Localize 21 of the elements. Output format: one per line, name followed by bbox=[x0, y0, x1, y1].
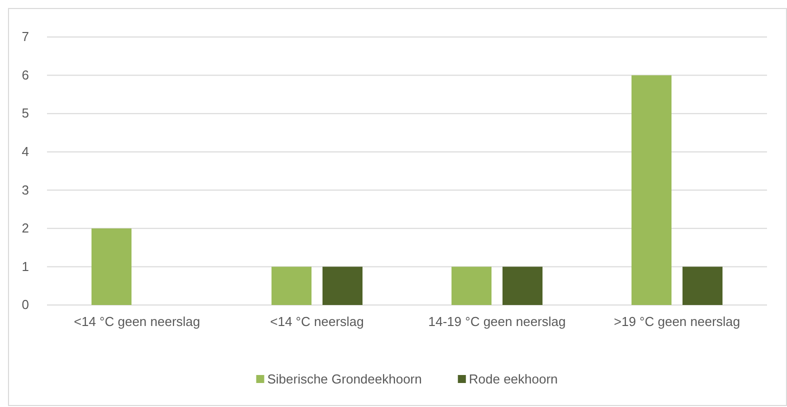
y-tick-label: 7 bbox=[22, 29, 29, 44]
x-tick-label: <14 °C geen neerslag bbox=[74, 314, 200, 330]
y-tick-label: 6 bbox=[22, 67, 29, 82]
y-tick-label: 3 bbox=[22, 182, 29, 198]
x-tick-label: <14 °C neerslag bbox=[270, 314, 364, 330]
bar bbox=[682, 266, 722, 305]
y-tick-label: 2 bbox=[22, 220, 29, 236]
y-tick-label: 5 bbox=[22, 106, 29, 121]
x-tick-label: 14-19 °C geen neerslag bbox=[428, 314, 566, 330]
legend-label: Siberische Grondeekhoorn bbox=[267, 372, 422, 387]
y-tick-label: 4 bbox=[22, 144, 29, 160]
bar bbox=[632, 75, 672, 305]
y-tick-label: 0 bbox=[22, 297, 29, 312]
x-tick-label: >19 °C geen neerslag bbox=[614, 314, 740, 330]
bar bbox=[452, 266, 492, 305]
bar bbox=[502, 266, 542, 305]
bar bbox=[92, 228, 132, 305]
bar bbox=[272, 266, 312, 305]
bar bbox=[322, 266, 362, 305]
y-tick-label: 1 bbox=[22, 258, 29, 274]
legend-label: Rode eekhoorn bbox=[468, 372, 558, 387]
